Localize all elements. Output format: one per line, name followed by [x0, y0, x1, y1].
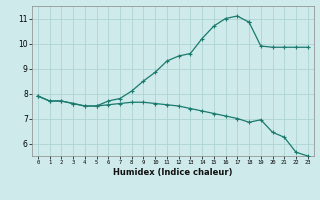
- X-axis label: Humidex (Indice chaleur): Humidex (Indice chaleur): [113, 168, 233, 177]
